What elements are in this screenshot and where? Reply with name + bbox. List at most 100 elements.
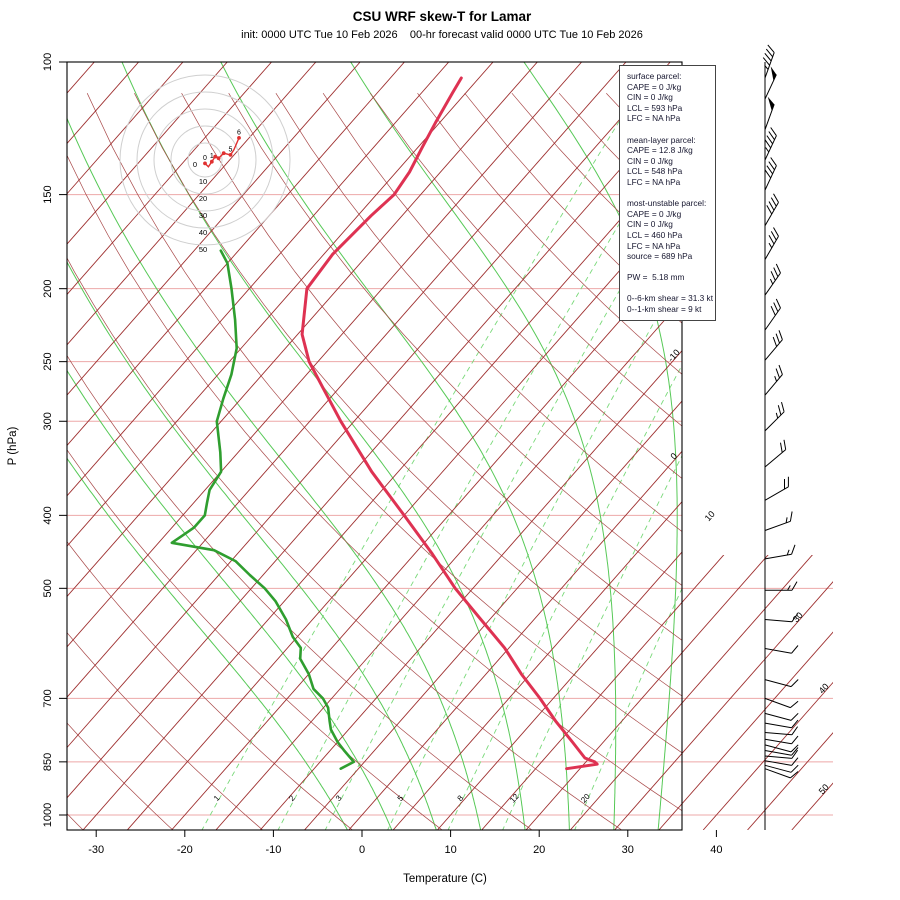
hodograph-marker-dot [203, 161, 207, 166]
hodograph-ring-label: 30 [199, 211, 207, 220]
mixing-ratio-label: 2 [287, 793, 297, 803]
pressure-tick-label: 150 [42, 185, 54, 203]
hodograph-ring-label: 10 [199, 177, 207, 186]
pressure-tick-label: 400 [42, 506, 54, 524]
dewpoint-line [170, 249, 356, 770]
parcel-info-spacer [627, 262, 712, 273]
isotherm-line [67, 62, 671, 830]
wind-barb [764, 364, 783, 396]
page-title: CSU WRF skew-T for Lamar [353, 9, 532, 24]
wind-barb [764, 764, 799, 773]
pressure-tick-label: 300 [42, 412, 54, 430]
isotherm-line [67, 62, 405, 830]
isotherm-line [658, 62, 833, 830]
mixing-ratio-label: 5 [396, 793, 406, 803]
parcel-info-line: CAPE = 0 J/kg [627, 208, 682, 219]
plot-border [66, 61, 683, 831]
hodograph-ring-label: 20 [199, 194, 207, 203]
hodograph-km-label: 6 [237, 129, 241, 136]
isotherm-line [569, 62, 833, 830]
mixing-ratio-line [447, 364, 682, 830]
hodograph-ring [170, 125, 240, 195]
parcel-info-line: LCL = 548 hPa [627, 166, 683, 177]
mixing-ratio-label: 8 [456, 793, 466, 803]
mixing-ratio-label: 1 [212, 793, 222, 803]
parcel-info-line: CIN = 0 J/kg [627, 155, 673, 166]
moist-adiabat [67, 117, 482, 830]
hodograph-marker-dot [228, 153, 233, 157]
pressure-tick-label: 700 [42, 689, 54, 707]
temperature-line [300, 76, 599, 771]
isotherm-right-label: 40 [817, 681, 831, 695]
isotherm-line [67, 62, 715, 830]
isotherm-line [702, 62, 833, 830]
wind-barb [764, 768, 799, 779]
isotherm-line [67, 62, 627, 830]
hodograph-marker-dot [237, 136, 241, 140]
moist-adiabat [220, 62, 570, 830]
isotherm-right-label: 50 [817, 782, 831, 796]
dry-adiabat [67, 354, 533, 830]
mixing-ratio-line [387, 271, 682, 830]
pressure-tick-label: 850 [42, 753, 54, 771]
wind-barb-flag [770, 66, 777, 81]
hodograph-km-label: 0 [203, 155, 207, 162]
moist-adiabat [121, 62, 526, 830]
isotherm-line [525, 62, 833, 830]
parcel-info-line: surface parcel: [627, 71, 682, 81]
dry-adiabat [67, 541, 353, 830]
isotherm-right-label: 30 [791, 610, 805, 624]
temp-tick-label: 30 [622, 844, 634, 856]
isotherm-line [67, 62, 538, 830]
parcel-info-line: source = 689 hPa [627, 251, 693, 262]
wind-barb [764, 679, 799, 688]
wind-barb [764, 298, 781, 331]
hodograph-zero-label: 0 [193, 160, 197, 169]
dry-adiabat [67, 154, 682, 812]
wind-barb [764, 749, 799, 759]
dry-adiabats [67, 92, 682, 830]
hodograph-ring-label: 40 [199, 228, 207, 237]
mixing-ratio-label: 3 [334, 793, 344, 803]
wind-barb [764, 330, 783, 361]
plot-frame [66, 61, 683, 831]
wind-barb [764, 726, 799, 736]
isotherm-line [67, 62, 361, 830]
wind-barb [764, 511, 793, 531]
mixing-ratio-line [324, 181, 682, 830]
wind-barbs [762, 44, 799, 830]
parcel-info-line: PW = 5.18 mm [627, 272, 685, 283]
pressure-tick-label: 200 [42, 280, 54, 298]
hodograph-ring [136, 91, 274, 229]
parcel-info-box: surface parcel: CAPE = 0 J/kg CIN = 0 J/kg… [619, 65, 716, 321]
isotherm-line [215, 62, 833, 830]
parcel-info-line: mean-layer parcel: [627, 134, 696, 145]
wind-barb [764, 719, 799, 729]
parcel-info-line: most-unstable parcel: [627, 198, 707, 209]
hodograph-marker-dot [221, 151, 226, 156]
isobar-lines [67, 61, 833, 816]
wind-barb-flag [767, 96, 775, 111]
dry-adiabat [275, 93, 682, 532]
wind-barb [764, 127, 777, 161]
parcel-info-line: CIN = 0 J/kg [627, 219, 673, 230]
parcel-info-line: 0--1-km shear = 9 kt [627, 304, 702, 315]
mixing-ratio-line [574, 587, 682, 830]
pressure-tick-label: 100 [42, 53, 54, 71]
wind-barb [764, 744, 799, 753]
mixing-ratio-line [502, 454, 682, 830]
wind-barb [764, 263, 781, 296]
moist-adiabat [67, 457, 349, 830]
parcel-info-line: CIN = 0 J/kg [627, 92, 673, 103]
dry-adiabat [558, 92, 682, 223]
parcel-info-spacer [627, 124, 712, 135]
hodograph-marker-dot [213, 154, 218, 159]
wind-barb [764, 712, 799, 721]
temp-tick-label: -30 [88, 844, 104, 856]
moist-adiabat [67, 261, 437, 830]
parcel-info-spacer [627, 283, 712, 294]
isotherm-line [171, 62, 833, 830]
wind-barb [762, 44, 775, 79]
